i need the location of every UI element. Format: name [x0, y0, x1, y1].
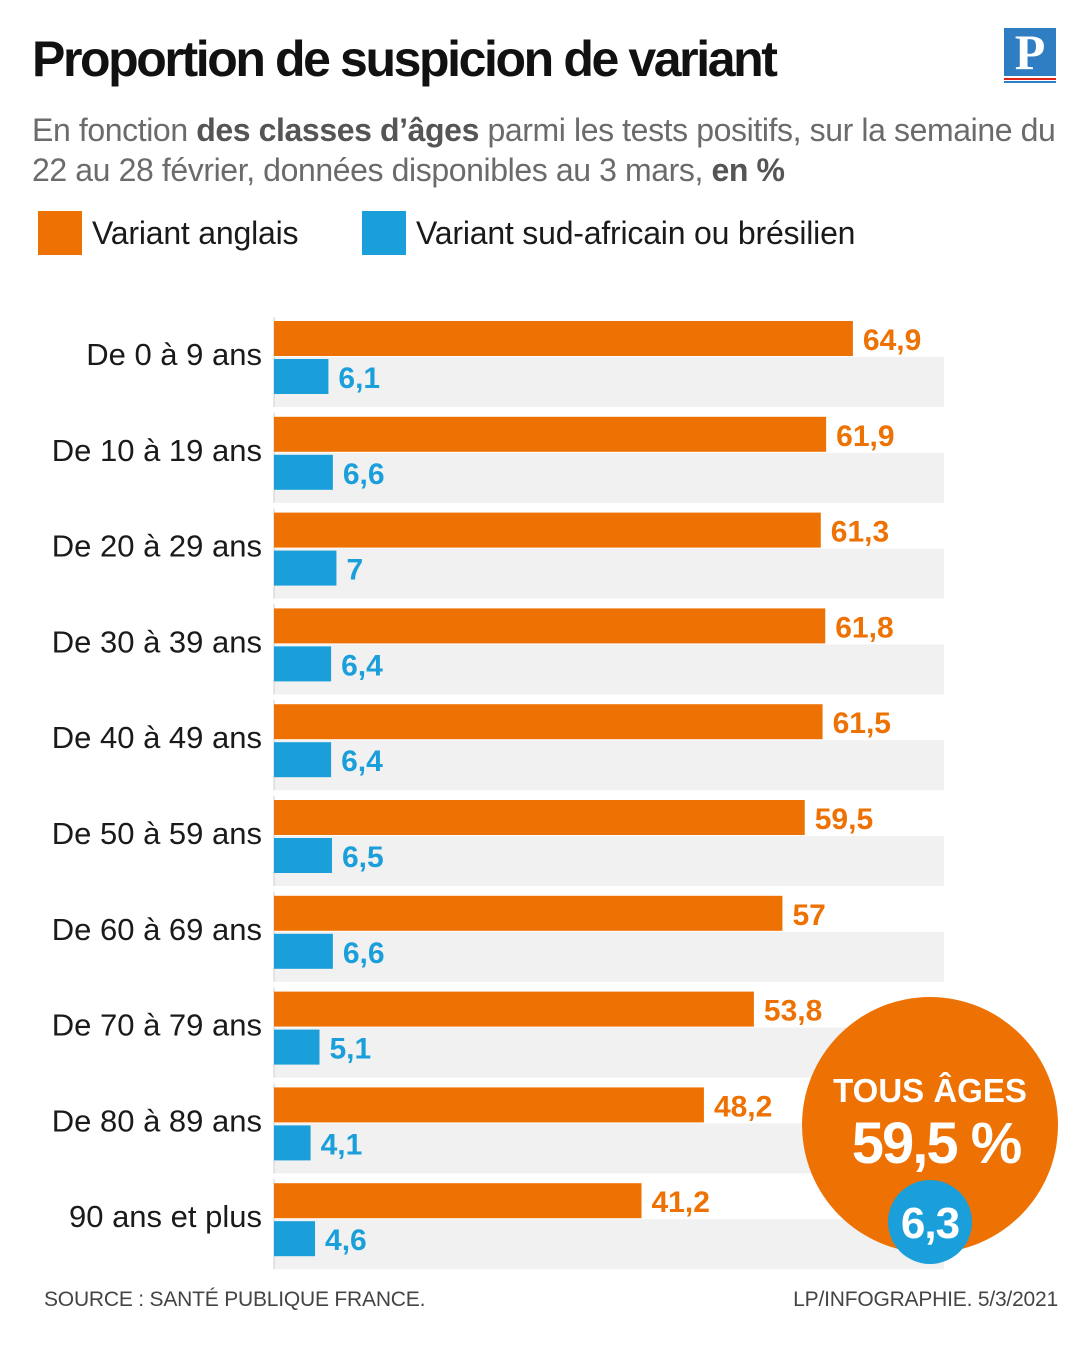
value-label-anglais: 48,2 [714, 1090, 772, 1123]
value-label-anglais: 57 [792, 899, 825, 932]
value-label-sud-africain: 7 [346, 554, 363, 587]
bar-anglais [274, 512, 821, 548]
value-label-anglais: 53,8 [764, 995, 822, 1028]
category-label: De 70 à 79 ans [52, 1008, 262, 1043]
category-label: De 30 à 39 ans [52, 624, 262, 659]
value-label-anglais: 61,5 [833, 707, 891, 740]
legend-item-anglais: Variant anglais [38, 210, 299, 256]
summary-value-anglais: 59,5 % [852, 1111, 1022, 1176]
subtitle-part-0: En fonction [32, 112, 197, 148]
value-label-anglais: 61,9 [836, 420, 894, 453]
bar-anglais [274, 608, 826, 644]
category-label: De 80 à 89 ans [52, 1103, 262, 1138]
bar-anglais [274, 800, 805, 835]
bar-anglais [274, 321, 853, 356]
summary-value-sud-africain: 6,3 [901, 1199, 959, 1248]
value-label-sud-africain: 6,6 [343, 458, 385, 491]
le-parisien-logo: P [1004, 27, 1056, 84]
bar-sud-africain [274, 454, 333, 490]
logo-rule-blue [1004, 81, 1056, 83]
row-band [274, 548, 944, 599]
category-label: De 40 à 49 ans [52, 720, 262, 755]
logo-rule-red [1004, 78, 1056, 80]
row-band [274, 644, 944, 695]
subtitle-part-2: parmi les tests positifs, sur la semaine… [32, 112, 1056, 188]
value-label-sud-africain: 6,6 [343, 937, 385, 970]
bar-sud-africain [274, 646, 332, 682]
row-band [274, 931, 944, 982]
value-label-sud-africain: 5,1 [329, 1033, 371, 1066]
row-band [274, 740, 944, 791]
bar-sud-africain [274, 742, 332, 778]
bar-sud-africain [274, 359, 329, 394]
bar-sud-africain [274, 933, 333, 969]
chart-subtitle: En fonction des classes d’âges parmi les… [32, 110, 1072, 190]
bar-anglais [274, 704, 823, 740]
value-label-anglais: 41,2 [652, 1186, 710, 1219]
summary-bubble [802, 997, 1058, 1253]
chart-title: Proportion de suspicion de variant [32, 31, 778, 87]
legend: Variant anglais Variant sud-africain ou … [0, 210, 1080, 256]
value-label-sud-africain: 4,1 [321, 1128, 363, 1161]
value-label-sud-africain: 6,1 [338, 362, 380, 395]
bar-sud-africain [274, 1125, 311, 1161]
category-label: De 10 à 19 ans [52, 433, 262, 468]
summary-title: TOUS ÂGES [833, 1072, 1027, 1109]
row-band [274, 452, 944, 503]
legend-label-anglais: Variant anglais [92, 214, 299, 251]
bar-sud-africain [274, 1029, 320, 1065]
category-label: De 60 à 69 ans [52, 912, 262, 947]
bar-anglais [274, 1087, 704, 1123]
bar-sud-africain [274, 1221, 316, 1257]
legend-swatch-blue [362, 211, 406, 255]
logo-letter: P [1004, 27, 1056, 77]
row-band [274, 836, 944, 886]
value-label-sud-africain: 6,4 [341, 745, 383, 778]
value-label-sud-africain: 6,4 [341, 649, 383, 682]
bar-anglais [274, 1183, 642, 1219]
footer-credit: LP/INFOGRAPHIE. 5/3/2021 [793, 1288, 1058, 1311]
row-band [274, 357, 944, 407]
value-label-anglais: 59,5 [815, 803, 873, 836]
legend-label-sud-africain: Variant sud-africain ou brésilien [416, 214, 856, 251]
legend-item-sud-africain: Variant sud-africain ou brésilien [362, 210, 855, 256]
subtitle-part-1: des classes d’âges [196, 112, 479, 148]
bar-anglais [274, 416, 827, 452]
value-label-anglais: 64,9 [863, 324, 921, 357]
value-label-sud-africain: 6,5 [342, 841, 384, 874]
legend-swatch-orange [38, 211, 82, 255]
bar-anglais [274, 991, 754, 1027]
value-label-sud-africain: 4,6 [325, 1224, 367, 1257]
bar-sud-africain [274, 838, 332, 873]
category-label: De 50 à 59 ans [52, 816, 262, 851]
value-label-anglais: 61,8 [835, 611, 893, 644]
bar-anglais [274, 895, 783, 931]
category-label: De 0 à 9 ans [86, 337, 262, 372]
bar-sud-africain [274, 550, 337, 586]
category-label: 90 ans et plus [69, 1199, 262, 1234]
category-label: De 20 à 29 ans [52, 529, 262, 564]
summary-bubble-blue [888, 1180, 972, 1264]
subtitle-part-3: en % [711, 152, 785, 188]
value-label-anglais: 61,3 [831, 516, 889, 549]
row-band [274, 1219, 944, 1270]
footer-source: SOURCE : SANTÉ PUBLIQUE FRANCE. [44, 1288, 426, 1311]
